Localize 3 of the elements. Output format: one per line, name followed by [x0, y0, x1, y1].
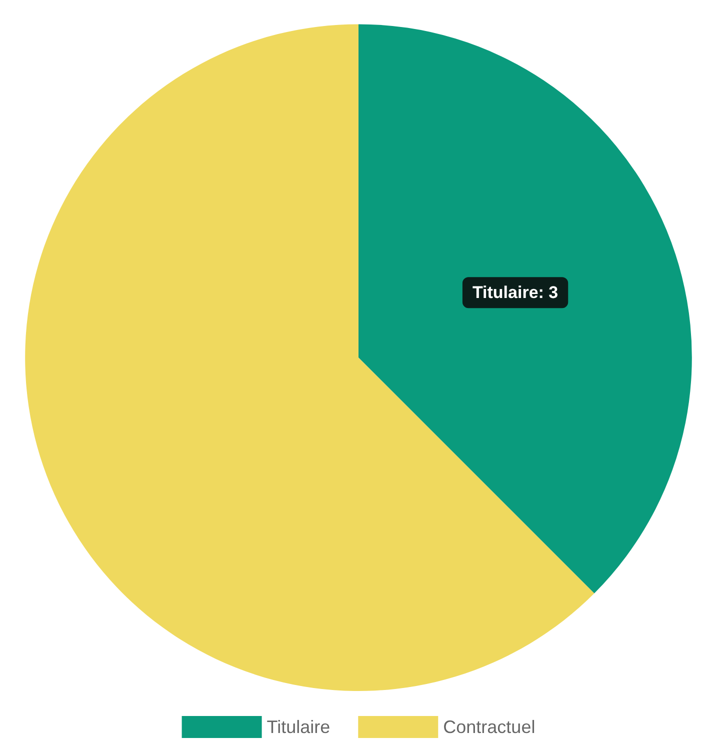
- data-label: Titulaire: 3: [472, 283, 558, 302]
- legend-label: Titulaire: [266, 717, 330, 737]
- legend-label: Contractuel: [443, 717, 536, 737]
